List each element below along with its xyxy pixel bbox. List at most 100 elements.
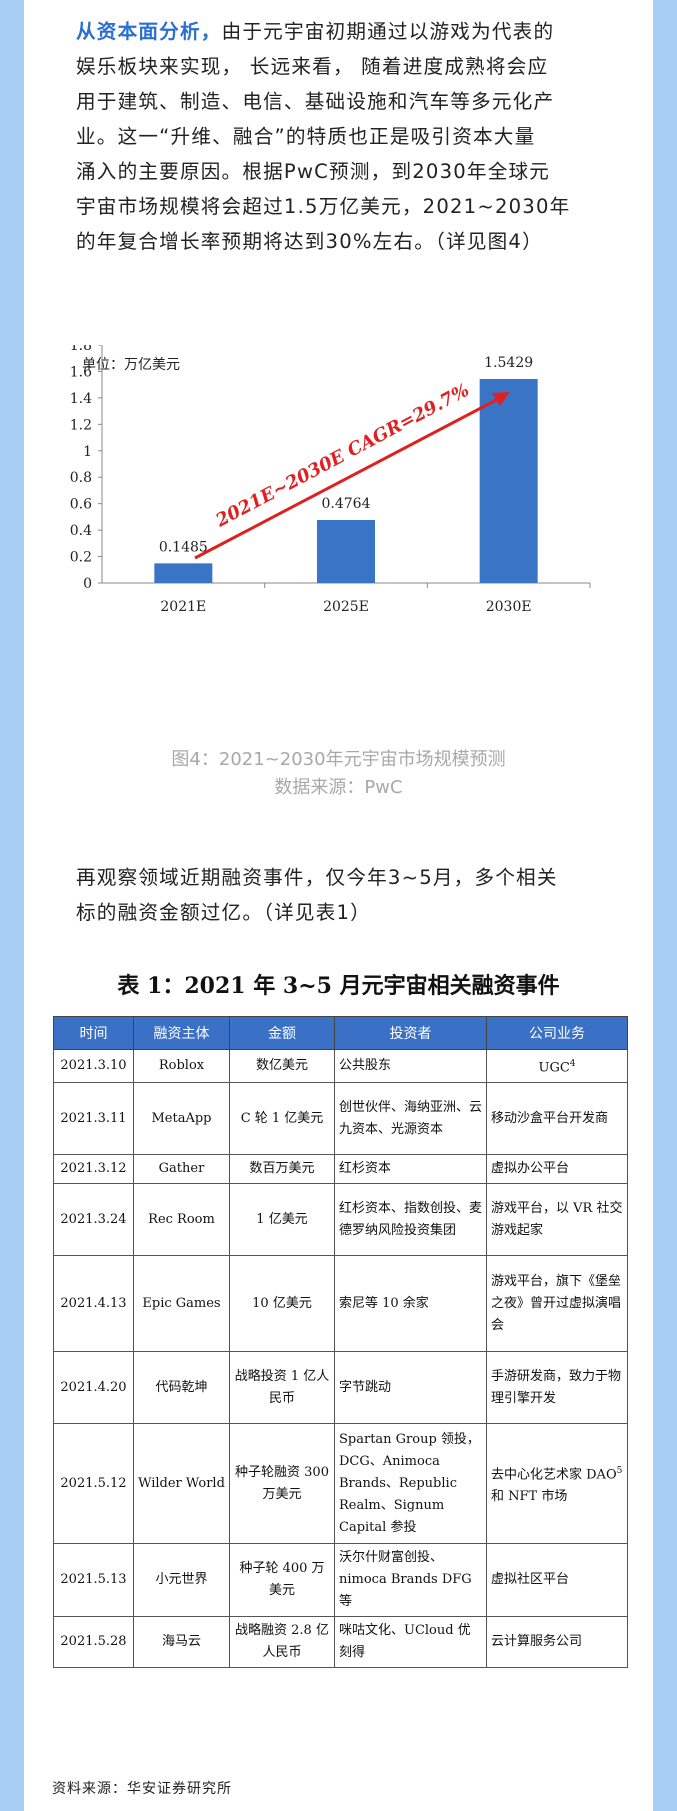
intro-line-4: 业。这一“升维、融合”的特质也正是吸引资本大量 bbox=[76, 125, 536, 148]
cagr-arrow-head bbox=[492, 392, 510, 406]
cell-date: 2021.5.12 bbox=[53, 1423, 134, 1545]
table-title: 表 1：2021 年 3~5 月元宇宙相关融资事件 bbox=[117, 973, 560, 999]
cell-business: 游戏平台，以 VR 社交游戏起家 bbox=[486, 1183, 628, 1257]
cell-investors: 索尼等 10 余家 bbox=[334, 1255, 487, 1353]
y-tick-label: 1 bbox=[83, 444, 92, 460]
cell-investors: 咪咕文化、UCloud 优刻得 bbox=[334, 1616, 487, 1669]
bar-2025E bbox=[317, 520, 375, 583]
cell-business: 移动沙盒平台开发商 bbox=[486, 1082, 628, 1156]
cell-investors: 公共股东 bbox=[334, 1048, 487, 1084]
intro-line-7: 的年复合增长率预期将达到30%左右。（详见图4） bbox=[76, 230, 543, 253]
cell-date: 2021.4.20 bbox=[53, 1351, 134, 1425]
chart-unit-label: 单位：万亿美元 bbox=[82, 357, 180, 373]
cell-entity: 海马云 bbox=[133, 1616, 230, 1669]
intro-highlight: 从资本面分析， bbox=[76, 20, 222, 43]
cell-business: 去中心化艺术家 DAO5 和 NFT 市场 bbox=[486, 1423, 628, 1545]
cagr-arrow bbox=[194, 396, 501, 560]
intro-line-1: 从资本面分析，由于元宇宙初期通过以游戏为代表的 bbox=[76, 20, 555, 43]
header-business: 公司业务 bbox=[486, 1016, 628, 1050]
cell-amount: 数亿美元 bbox=[229, 1048, 335, 1084]
para2-line-2: 标的融资金额过亿。（详见表1） bbox=[76, 901, 371, 924]
cell-entity: 小元世界 bbox=[133, 1543, 230, 1618]
second-paragraph: 再观察领域近期融资事件，仅今年3~5月，多个相关 标的融资金额过亿。（详见表1） bbox=[76, 860, 616, 930]
footnote-marker: 4 bbox=[569, 1059, 576, 1069]
cell-date: 2021.4.13 bbox=[53, 1255, 134, 1353]
x-category-label: 2021E bbox=[160, 599, 206, 615]
footnote-marker: 5 bbox=[616, 1465, 623, 1476]
cell-amount: 种子轮 400 万美元 bbox=[229, 1543, 335, 1618]
cell-entity: MetaApp bbox=[133, 1082, 230, 1156]
y-tick-label: 1.2 bbox=[70, 417, 92, 433]
table-source: 资料来源：华安证券研究所 bbox=[52, 1781, 232, 1797]
header-amount: 金额 bbox=[229, 1016, 335, 1050]
cell-entity: Wilder World bbox=[133, 1423, 230, 1545]
y-tick-label: 1.4 bbox=[70, 391, 92, 407]
cell-investors: 创世伙伴、海纳亚洲、云九资本、光源资本 bbox=[334, 1082, 487, 1156]
bar-value-label: 0.4764 bbox=[322, 496, 371, 512]
table-row: 2021.3.24 Rec Room 1 亿美元 红杉资本、指数创投、麦德罗纳风险投资… bbox=[53, 1183, 628, 1257]
cell-amount: C 轮 1 亿美元 bbox=[229, 1082, 335, 1156]
cell-business: 云计算服务公司 bbox=[486, 1616, 628, 1669]
table-row: 2021.4.13 Epic Games 10 亿美元 索尼等 10 余家 游戏平台，旗… bbox=[53, 1255, 628, 1353]
x-category-label: 2025E bbox=[323, 599, 369, 615]
table-row: 2021.5.13 小元世界 种子轮 400 万美元 沃尔什财富创投、nimoca B… bbox=[53, 1543, 628, 1618]
cell-entity: Roblox bbox=[133, 1048, 230, 1084]
table-header-row: 时间 融资主体 金额 投资者 公司业务 bbox=[53, 1016, 628, 1050]
cell-amount: 种子轮融资 300 万美元 bbox=[229, 1423, 335, 1545]
table-body: 2021.3.10 Roblox 数亿美元 公共股东 UGC4 2021.3.11 Meta… bbox=[53, 1048, 628, 1669]
y-tick-label: 0 bbox=[83, 576, 92, 592]
cell-amount: 战略融资 2.8 亿人民币 bbox=[229, 1616, 335, 1669]
cell-business: 手游研发商，致力于物理引擎开发 bbox=[486, 1351, 628, 1425]
cell-date: 2021.3.11 bbox=[53, 1082, 134, 1156]
financing-events-table: 时间 融资主体 金额 投资者 公司业务 2021.3.10 Roblox 数亿美元公… bbox=[53, 1016, 628, 1669]
business-text: 去中心化艺术家 DAO bbox=[491, 1466, 617, 1482]
cell-business: 虚拟办公平台 bbox=[486, 1154, 628, 1185]
business-text-tail: 和 NFT 市场 bbox=[491, 1488, 568, 1504]
figure-source: 数据来源：PwC bbox=[274, 777, 403, 798]
y-tick-label: 0.6 bbox=[70, 497, 92, 513]
cell-amount: 战略投资 1 亿人民币 bbox=[229, 1351, 335, 1425]
cell-investors: Spartan Group 领投，DCG、Animoca Brands、Repu… bbox=[334, 1423, 487, 1545]
intro-line-6: 宇宙市场规模将会超过1.5万亿美元，2021~2030年 bbox=[76, 195, 571, 218]
figure-caption: 图4：2021~2030年元宇宙市场规模预测 bbox=[171, 749, 506, 770]
chart-bars: 0.1485 0.4764 1.5429 bbox=[154, 355, 538, 583]
bar-value-label: 0.1485 bbox=[159, 539, 208, 555]
business-text: UGC bbox=[538, 1060, 570, 1076]
cell-business: UGC4 bbox=[486, 1048, 628, 1084]
header-date: 时间 bbox=[53, 1016, 134, 1050]
header-investors: 投资者 bbox=[334, 1016, 487, 1050]
cell-investors: 红杉资本、指数创投、麦德罗纳风险投资集团 bbox=[334, 1183, 487, 1257]
y-tick-label: 0.8 bbox=[70, 470, 92, 486]
table-row: 2021.3.10 Roblox 数亿美元 公共股东 UGC4 bbox=[53, 1048, 628, 1084]
cell-entity: Gather bbox=[133, 1154, 230, 1185]
cell-investors: 沃尔什财富创投、nimoca Brands DFG 等 bbox=[334, 1543, 487, 1618]
cell-date: 2021.3.12 bbox=[53, 1154, 134, 1185]
cell-date: 2021.3.10 bbox=[53, 1048, 134, 1084]
bar-2030E bbox=[479, 378, 538, 583]
intro-paragraph: 从资本面分析，由于元宇宙初期通过以游戏为代表的 娱乐板块来实现， 长远来看， 随… bbox=[76, 14, 616, 259]
table-row: 2021.5.12 Wilder World 种子轮融资 300 万美元 Sparta… bbox=[53, 1423, 628, 1545]
y-tick-label: 1.8 bbox=[70, 345, 92, 354]
table-row: 2021.5.28 海马云 战略融资 2.8 亿人民币 咪咕文化、UCloud 优刻得… bbox=[53, 1616, 628, 1669]
cell-entity: Rec Room bbox=[133, 1183, 230, 1257]
cell-date: 2021.5.13 bbox=[53, 1543, 134, 1618]
cell-investors: 字节跳动 bbox=[334, 1351, 487, 1425]
bar-2021E bbox=[154, 563, 213, 583]
x-category-label: 2030E bbox=[486, 599, 532, 615]
market-size-bar-chart: 单位：万亿美元 0 0.2 0.4 0.6 0.8 1 1.2 1.4 1.6 1.8 2021E 2… bbox=[70, 345, 591, 615]
para2-line-1: 再观察领域近期融资事件，仅今年3~5月，多个相关 bbox=[76, 866, 558, 889]
table-row: 2021.3.12 Gather 数百万美元 红杉资本 虚拟办公平台 bbox=[53, 1154, 628, 1185]
cell-investors: 红杉资本 bbox=[334, 1154, 487, 1185]
intro-line-5: 涌入的主要原因。根据PwC预测，到2030年全球元 bbox=[76, 160, 551, 183]
cell-entity: Epic Games bbox=[133, 1255, 230, 1353]
bar-value-label: 1.5429 bbox=[484, 355, 533, 371]
intro-line-3: 用于建筑、制造、电信、基础设施和汽车等多元化产 bbox=[76, 90, 555, 113]
y-tick-label: 0.2 bbox=[70, 550, 92, 566]
table-row: 2021.4.20 代码乾坤 战略投资 1 亿人民币 字节跳动 手游研发商，致力于物理引… bbox=[53, 1351, 628, 1425]
cell-amount: 10 亿美元 bbox=[229, 1255, 335, 1353]
table-row: 2021.3.11 MetaApp C 轮 1 亿美元 创世伙伴、海纳亚洲、云九资本、… bbox=[53, 1082, 628, 1156]
cell-business: 游戏平台，旗下《堡垒之夜》曾开过虚拟演唱会 bbox=[486, 1255, 628, 1353]
y-tick-label: 1.6 bbox=[70, 364, 92, 380]
cell-entity: 代码乾坤 bbox=[133, 1351, 230, 1425]
cell-date: 2021.5.28 bbox=[53, 1616, 134, 1669]
